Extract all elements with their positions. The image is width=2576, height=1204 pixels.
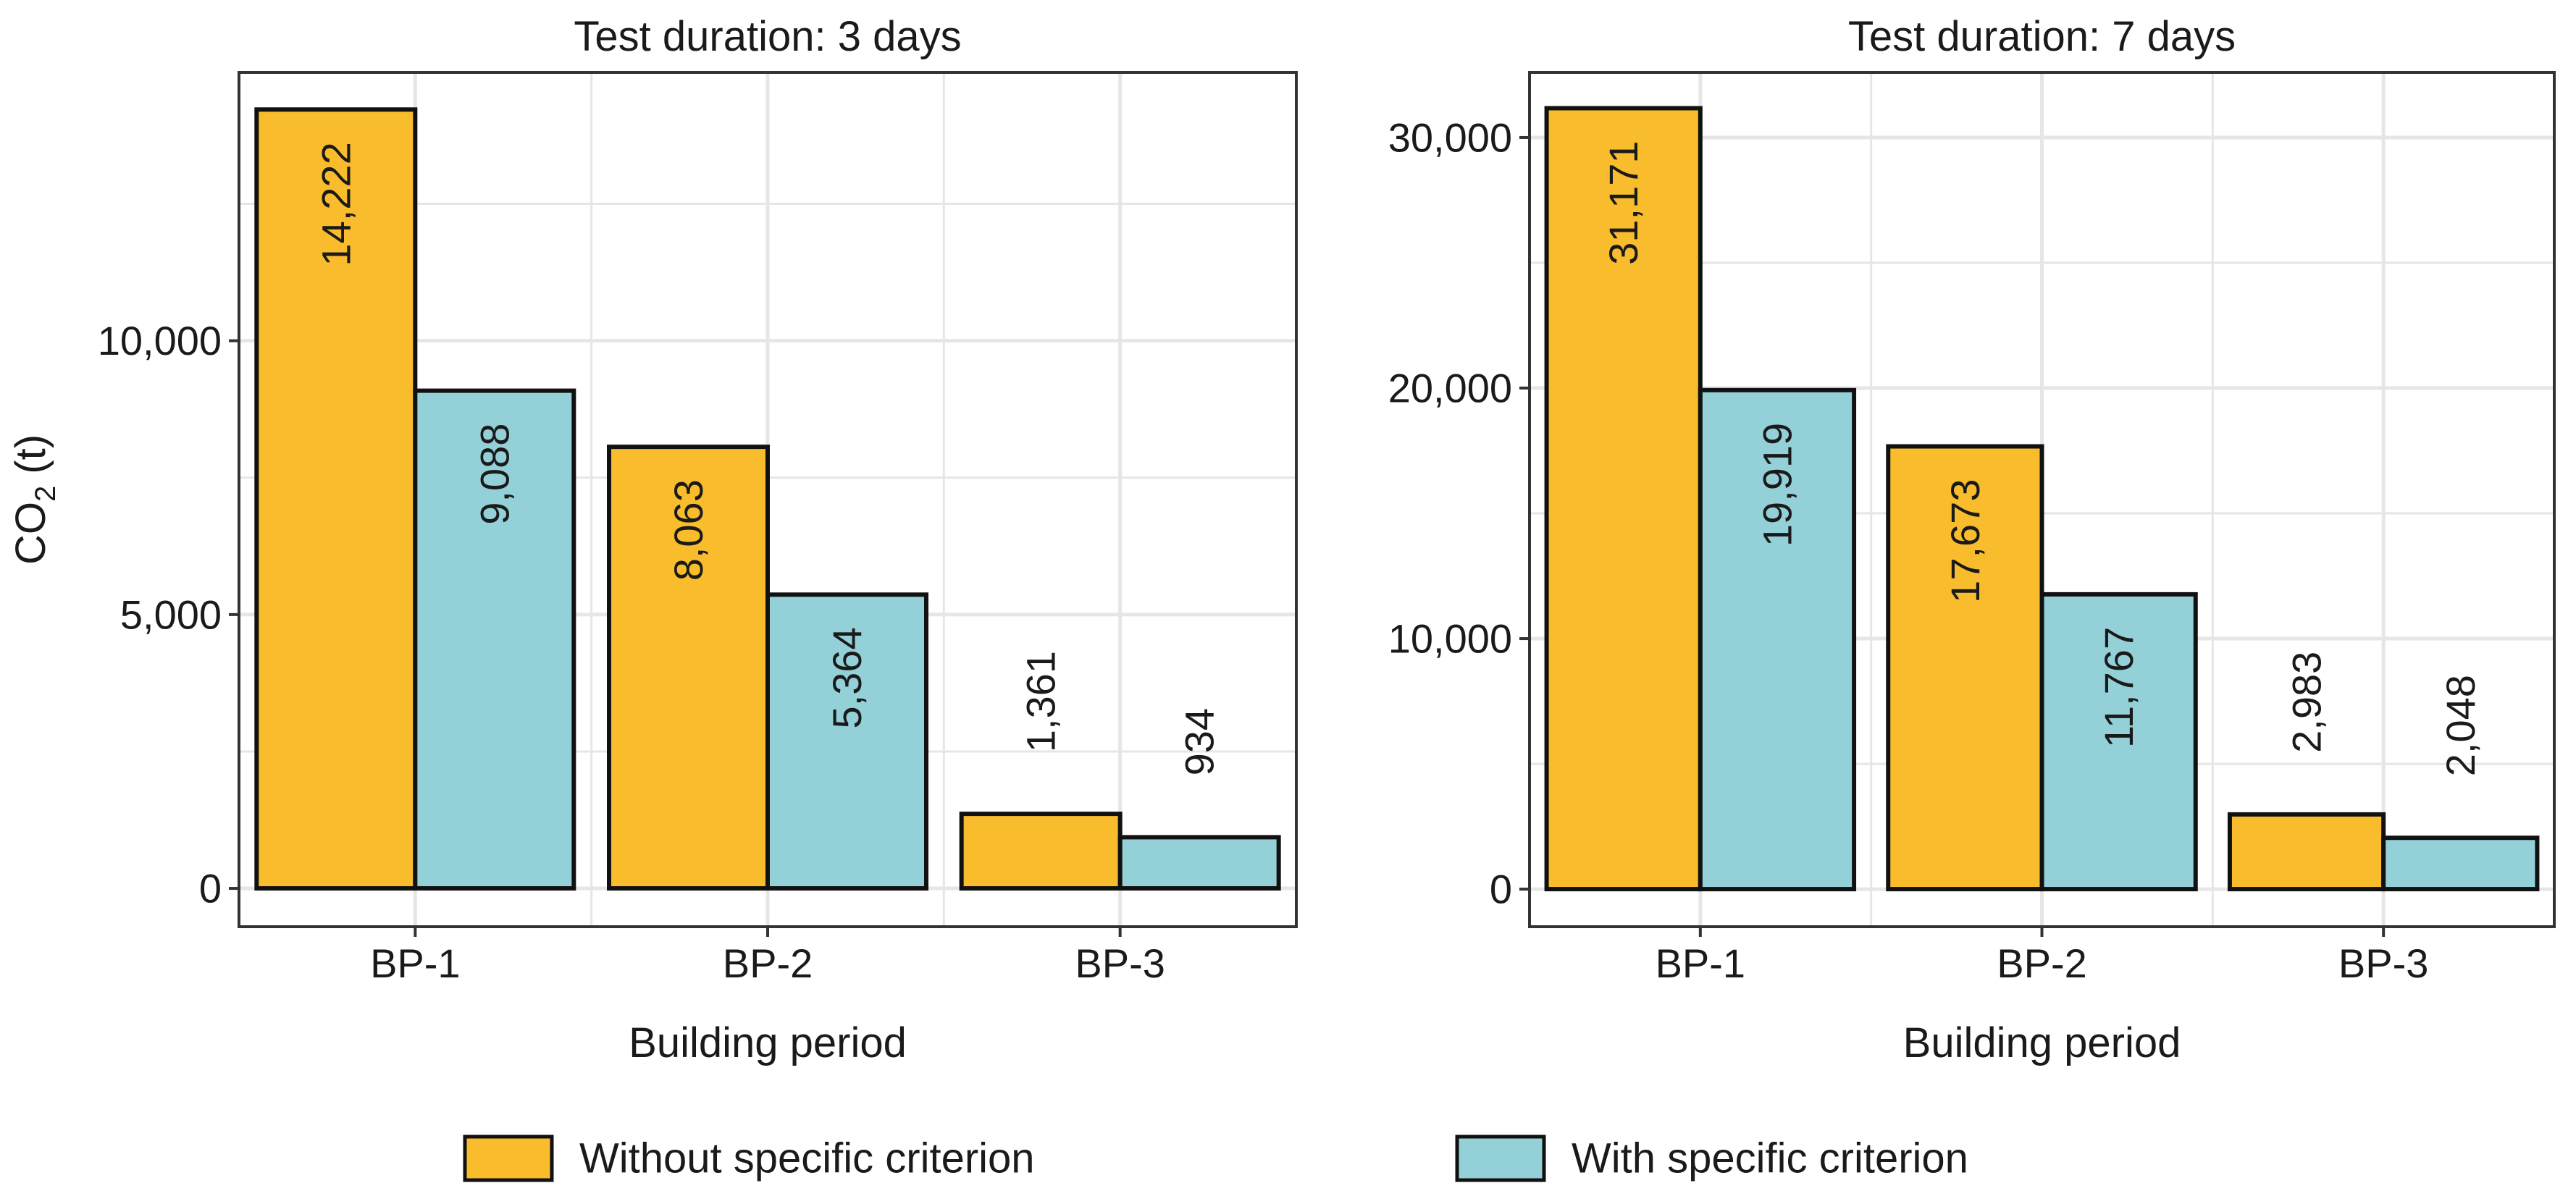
bar-without-bp-2 bbox=[607, 445, 770, 891]
y-tick-label: 5,000 bbox=[120, 592, 222, 637]
y-tick-label: 10,000 bbox=[1388, 616, 1512, 662]
legend-swatch-with bbox=[1455, 1134, 1546, 1182]
legend-label-without: Without specific criterion bbox=[579, 1135, 1035, 1182]
y-axis-title-sub: 2 bbox=[30, 486, 62, 502]
x-tick-label: BP-1 bbox=[370, 940, 461, 986]
data-label: 2,983 bbox=[2284, 652, 2330, 753]
data-label: 1,361 bbox=[1018, 651, 1064, 752]
y-axis-title: CO2 (t) bbox=[7, 434, 62, 565]
panel-title: Test duration: 7 days bbox=[1848, 13, 2236, 60]
bar-without-bp-2 bbox=[1886, 444, 2044, 892]
data-label: 2,048 bbox=[2438, 675, 2483, 776]
y-tick-label: 10,000 bbox=[98, 318, 222, 363]
bar-with-bp-1 bbox=[1698, 387, 1857, 892]
data-label: 11,767 bbox=[2096, 627, 2141, 748]
panel-1: 14,222 9,088 8,063 5,364 1,361 934 0 5,000 10,00… bbox=[98, 13, 1298, 1066]
y-tick-label: 20,000 bbox=[1388, 366, 1512, 411]
panel-2: 31,171 19,919 17,673 11,767 2,983 2,048 0 10,00… bbox=[1388, 13, 2556, 1066]
bar-with-bp-3 bbox=[1117, 835, 1281, 891]
y-tick-label: 0 bbox=[199, 866, 222, 912]
data-label: 8,063 bbox=[666, 479, 711, 581]
x-tick-label: BP-2 bbox=[723, 940, 813, 986]
bar-without-bp-3 bbox=[959, 812, 1123, 891]
data-label: 934 bbox=[1177, 708, 1222, 775]
x-tick-label: BP-3 bbox=[1075, 940, 1165, 986]
x-axis-title: Building period bbox=[1903, 1019, 2181, 1066]
panel-title: Test duration: 3 days bbox=[574, 13, 961, 60]
data-label: 17,673 bbox=[1942, 479, 1988, 603]
x-tick-label: BP-1 bbox=[1656, 940, 1746, 986]
data-label: 5,364 bbox=[824, 627, 870, 728]
data-label: 19,919 bbox=[1754, 423, 1800, 547]
x-tick-label: BP-3 bbox=[2338, 940, 2429, 986]
y-tick-label: 30,000 bbox=[1388, 114, 1512, 160]
x-tick-label: BP-2 bbox=[1997, 940, 2087, 986]
legend: Without specific criterion With specific … bbox=[463, 1134, 1968, 1182]
y-tick-label: 0 bbox=[1490, 867, 1512, 912]
y-axis-title-main: CO bbox=[7, 502, 54, 565]
bar-with-bp-2 bbox=[765, 592, 928, 891]
bar-without-bp-3 bbox=[2227, 812, 2386, 892]
data-label: 14,222 bbox=[313, 142, 358, 266]
bar-with-bp-1 bbox=[413, 388, 576, 891]
legend-swatch-without bbox=[463, 1134, 554, 1182]
y-axis-title-unit: (t) bbox=[7, 434, 54, 486]
bar-with-bp-2 bbox=[2039, 592, 2198, 892]
bar-with-bp-3 bbox=[2381, 835, 2540, 892]
data-label: 9,088 bbox=[471, 424, 517, 525]
bar-without-bp-1 bbox=[1544, 106, 1703, 892]
legend-label-with: With specific criterion bbox=[1572, 1135, 1968, 1182]
data-label: 31,171 bbox=[1600, 140, 1646, 264]
x-axis-title: Building period bbox=[629, 1019, 907, 1066]
